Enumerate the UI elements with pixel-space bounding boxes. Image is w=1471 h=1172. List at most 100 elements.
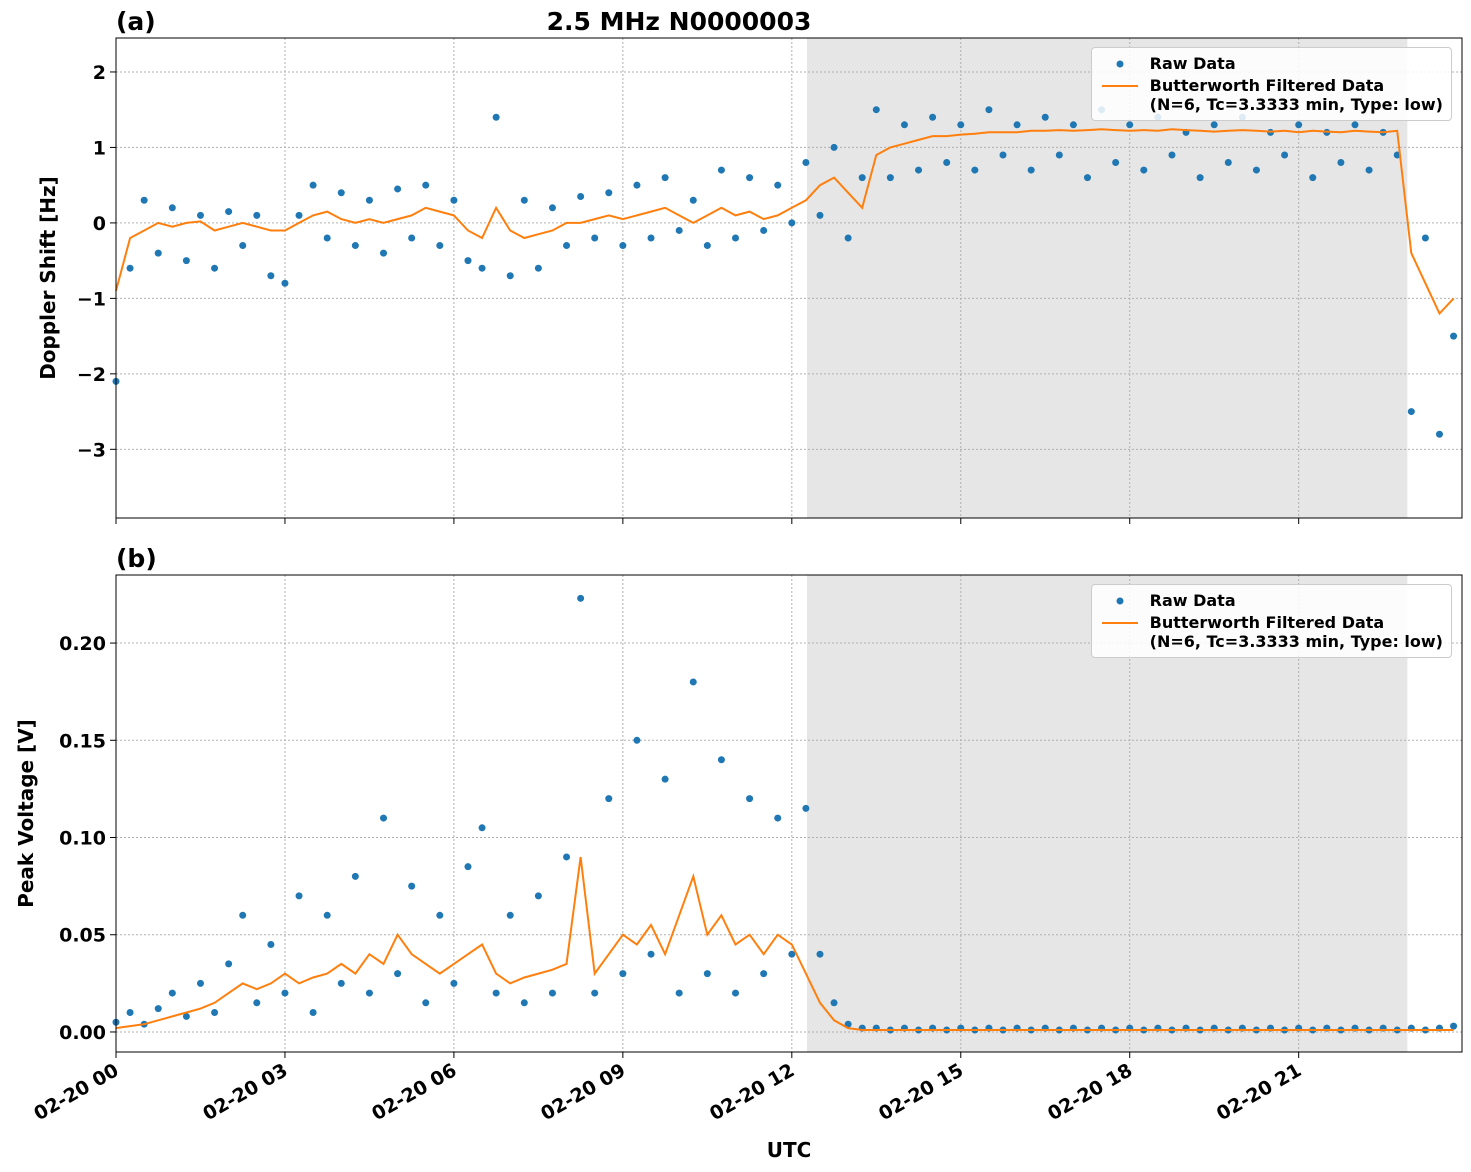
raw-point <box>816 950 824 958</box>
raw-point <box>309 181 317 189</box>
raw-point <box>309 1009 317 1017</box>
raw-point <box>1055 151 1063 159</box>
raw-point <box>281 279 289 287</box>
raw-point <box>1140 166 1148 174</box>
raw-point <box>689 196 697 204</box>
raw-point <box>985 106 993 114</box>
x-tick-label: 02-20 21 <box>1213 1059 1305 1125</box>
legend: Raw Data Butterworth Filtered Data (N=6, … <box>1090 584 1452 658</box>
raw-point <box>464 863 472 871</box>
raw-point <box>591 989 599 997</box>
raw-point <box>774 181 782 189</box>
raw-point <box>633 181 641 189</box>
raw-point <box>168 989 176 997</box>
raw-point <box>717 166 725 174</box>
raw-point <box>380 249 388 257</box>
raw-point <box>1435 430 1443 438</box>
raw-point <box>619 970 627 978</box>
raw-point <box>337 189 345 197</box>
axes-frame <box>115 37 1463 519</box>
raw-point <box>225 960 233 968</box>
raw-point <box>196 211 204 219</box>
raw-point <box>971 166 979 174</box>
raw-point <box>295 211 303 219</box>
raw-point <box>182 257 190 265</box>
y-tick-label: −2 <box>77 364 106 386</box>
raw-point <box>267 940 275 948</box>
raw-point <box>661 174 669 182</box>
raw-point <box>1112 159 1120 167</box>
raw-point <box>1337 159 1345 167</box>
legend-entry: Butterworth Filtered Data (N=6, Tc=3.333… <box>1100 76 1443 114</box>
raw-point <box>211 264 219 272</box>
raw-point <box>816 211 824 219</box>
raw-point <box>830 999 838 1007</box>
raw-point <box>394 185 402 193</box>
legend-marker <box>1116 60 1124 68</box>
raw-point <box>633 736 641 744</box>
axes-frame <box>115 574 1463 1053</box>
raw-point <box>675 226 683 234</box>
y-tick-label: 0.10 <box>59 828 106 850</box>
raw-point <box>365 196 373 204</box>
raw-point <box>492 113 500 121</box>
legend-label: Butterworth Filtered Data (N=6, Tc=3.333… <box>1149 76 1443 114</box>
raw-point <box>323 911 331 919</box>
raw-point <box>351 242 359 250</box>
raw-point <box>591 234 599 242</box>
x-tick-label: 02-20 00 <box>30 1059 122 1125</box>
raw-point <box>1196 174 1204 182</box>
raw-point <box>760 226 768 234</box>
legend-key <box>1100 54 1140 74</box>
raw-point <box>1450 1022 1458 1030</box>
raw-point <box>239 911 247 919</box>
raw-point <box>478 824 486 832</box>
x-tick-label: 02-20 12 <box>706 1059 798 1125</box>
legend-key <box>1100 613 1140 633</box>
raw-point <box>168 204 176 212</box>
raw-point <box>605 189 613 197</box>
raw-point <box>1069 121 1077 129</box>
raw-point <box>126 264 134 272</box>
y-tick-label: 0.15 <box>59 730 106 752</box>
raw-point <box>211 1009 219 1017</box>
filtered-line <box>115 856 1454 1031</box>
raw-point <box>999 151 1007 159</box>
raw-point <box>802 159 810 167</box>
raw-point <box>943 159 951 167</box>
raw-point <box>196 979 204 987</box>
raw-point <box>1027 166 1035 174</box>
legend-entry: Raw Data <box>1100 591 1443 611</box>
y-tick-label: 1 <box>93 137 106 159</box>
raw-point <box>450 979 458 987</box>
raw-point <box>774 814 782 822</box>
raw-point <box>1421 234 1429 242</box>
raw-point <box>802 804 810 812</box>
x-tick-label: 02-20 18 <box>1044 1059 1136 1125</box>
raw-point <box>731 989 739 997</box>
y-tick-label: −1 <box>77 288 106 310</box>
y-tick-label: 2 <box>93 62 106 84</box>
raw-point <box>717 756 725 764</box>
raw-point <box>253 999 261 1007</box>
raw-point <box>380 814 388 822</box>
raw-point <box>450 196 458 204</box>
raw-point <box>703 242 711 250</box>
raw-point <box>886 174 894 182</box>
raw-point <box>1365 166 1373 174</box>
raw-point <box>520 999 528 1007</box>
raw-point <box>351 872 359 880</box>
y-tick-label: 0.00 <box>59 1022 106 1044</box>
raw-point <box>464 257 472 265</box>
y-axis-label: Doppler Shift [Hz] <box>36 176 60 380</box>
raw-point <box>1083 174 1091 182</box>
legend-key <box>1100 76 1140 96</box>
panel-label: (b) <box>116 544 157 573</box>
raw-point <box>534 264 542 272</box>
raw-point <box>1041 113 1049 121</box>
raw-point <box>957 121 965 129</box>
raw-point <box>577 192 585 200</box>
raw-point <box>703 970 711 978</box>
raw-point <box>844 1020 852 1028</box>
